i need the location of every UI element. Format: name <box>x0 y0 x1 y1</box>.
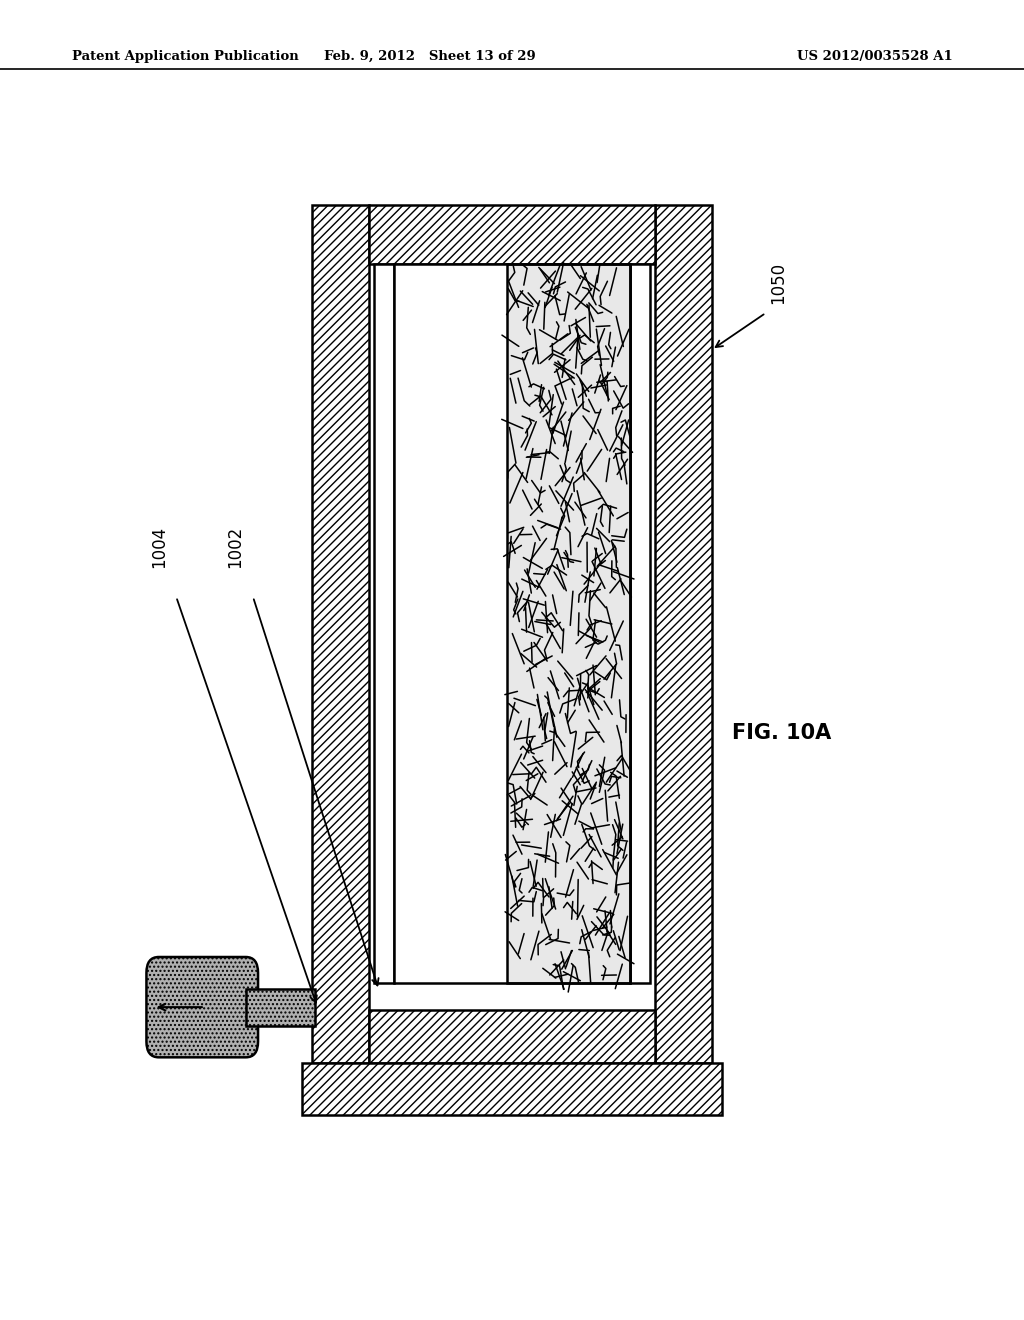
Bar <box>246 989 315 1026</box>
Bar <box>369 1010 655 1063</box>
Bar <box>394 264 630 983</box>
Bar <box>507 264 630 983</box>
Text: 1002: 1002 <box>226 525 245 568</box>
Bar <box>507 264 630 983</box>
Text: 1050: 1050 <box>769 261 787 304</box>
Bar <box>302 1063 722 1115</box>
Bar <box>374 264 394 983</box>
Bar <box>630 264 650 983</box>
Bar <box>369 205 655 264</box>
Text: Feb. 9, 2012   Sheet 13 of 29: Feb. 9, 2012 Sheet 13 of 29 <box>325 50 536 63</box>
Bar <box>655 205 712 1063</box>
Text: Patent Application Publication: Patent Application Publication <box>72 50 298 63</box>
Text: US 2012/0035528 A1: US 2012/0035528 A1 <box>797 50 952 63</box>
Bar <box>394 264 507 983</box>
Text: FIG. 10A: FIG. 10A <box>732 722 831 743</box>
FancyBboxPatch shape <box>146 957 258 1057</box>
Bar <box>312 205 369 1063</box>
Text: 1004: 1004 <box>150 525 168 568</box>
